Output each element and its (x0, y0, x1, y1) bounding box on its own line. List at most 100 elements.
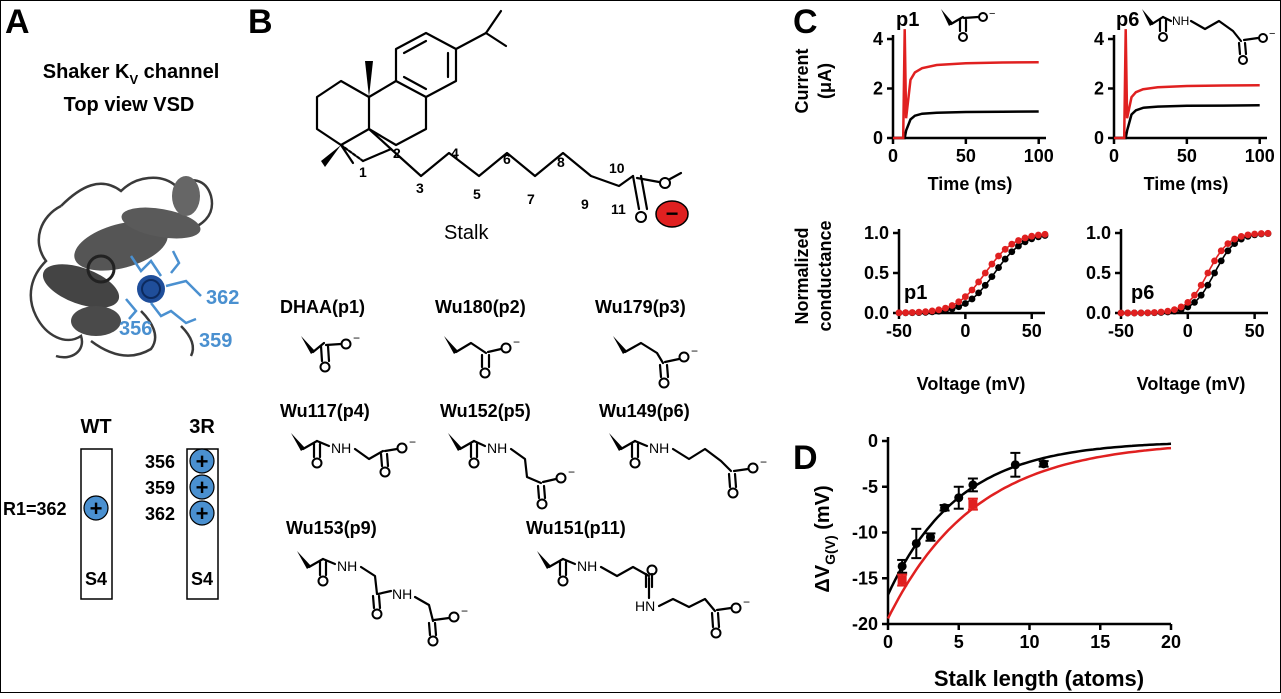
gv-point-p6-series-1 (1137, 309, 1145, 317)
gv-point-p6-series-1 (1151, 309, 1158, 316)
gv-point-p6-series-0 (1204, 281, 1212, 289)
delta-v-point-series-0 (940, 503, 950, 513)
gv-point-p6-series-1 (1157, 308, 1165, 316)
p9-charge: − (461, 604, 468, 618)
conductance-p6-label: p6 (1131, 282, 1154, 304)
current-p6-y-tick-label: 2 (1094, 79, 1104, 99)
atom-number-1: 1 (359, 164, 367, 180)
atom-number-9: 9 (581, 196, 589, 212)
p9-nh-label-2: NH (392, 586, 412, 602)
gv-point-p1-series-1 (1041, 230, 1049, 238)
gv-point-p6-series-1 (1177, 303, 1185, 311)
gv-p1-y-tick-label: 1.0 (864, 223, 889, 243)
p11-charge: − (743, 595, 750, 609)
gv-p6-x-tick-label: 0 (1183, 321, 1193, 341)
gv-point-p1-series-0 (1015, 242, 1022, 250)
delta-v-point-series-1 (897, 575, 907, 585)
gv-point-p1-series-1 (902, 309, 910, 317)
gv-point-p1-series-0 (981, 281, 989, 289)
current-p1-x-tick-label: 0 (888, 146, 898, 166)
gv-p6-y-tick-label: 0.5 (1086, 263, 1111, 283)
residue-359-label: 359 (199, 330, 232, 352)
current-p1-x-tick-label: 50 (956, 146, 976, 166)
current-ylabel-line1: Current (792, 48, 812, 113)
p5-nh-label: NH (487, 440, 507, 456)
gv-point-p1-series-0 (975, 289, 983, 297)
atom-number-10: 10 (609, 160, 625, 176)
delta-v-x-tick-label: 10 (1019, 632, 1039, 652)
current-trace-p6-chart: 0 50 100 0 2 4 (1094, 29, 1275, 166)
delta-v-x-tick-label: 15 (1090, 632, 1110, 652)
gv-point-p1-series-1 (975, 278, 983, 286)
p6-charge: − (760, 455, 767, 469)
gv-point-p6-series-1 (1251, 230, 1259, 238)
time-xlabel-left: Time (ms) (928, 174, 1013, 194)
negative-charge-sign: − (666, 201, 679, 226)
gv-point-p6-series-1 (1244, 231, 1252, 239)
delta-v-point-series-0 (897, 561, 907, 571)
gv-point-p1-series-1 (928, 307, 936, 315)
p2-charge: − (513, 335, 520, 349)
p4-charge: − (409, 435, 416, 449)
current-p1-label: p1 (896, 9, 919, 31)
gv-point-p6-series-1 (1144, 309, 1152, 317)
gv-point-p1-series-1 (1001, 245, 1009, 253)
p11-hn-label: HN (635, 598, 655, 614)
gv-point-p6-series-1 (1224, 240, 1232, 248)
panel-d-letter: D (793, 439, 818, 477)
wt-s4-label: S4 (85, 569, 107, 589)
delta-v-y-tick-label: -20 (852, 614, 878, 634)
gv-p1-x-tick-label: -50 (886, 321, 912, 341)
delta-v-point-series-0 (1039, 459, 1049, 469)
3r-residue-359: 359 (145, 478, 175, 498)
p9-nh-label-1: NH (337, 558, 357, 574)
panel-a-title-line2: Top view VSD (64, 94, 195, 116)
wt-s4-helix (80, 448, 113, 600)
gv-point-p1-series-1 (955, 298, 963, 306)
gv-point-p6-series-1 (1117, 309, 1125, 317)
delta-v-y-tick-label: 0 (868, 431, 878, 451)
delta-v-fit-series-1 (886, 446, 1172, 620)
compound-p4-name: Wu117(p4) (280, 401, 370, 421)
gv-p6-y-tick-label: 1.0 (1086, 223, 1111, 243)
residue-356-label: 356 (119, 318, 152, 340)
p4-nh-label: NH (331, 440, 351, 456)
gv-point-p6-series-0 (1191, 298, 1198, 306)
residue-362-label: 362 (206, 287, 239, 309)
current-p1-y-tick-label: 0 (873, 128, 883, 148)
compound-p3-name: Wu179(p3) (595, 297, 686, 317)
gv-point-p1-series-1 (942, 304, 949, 312)
panel-c-letter: C (793, 3, 818, 41)
p11-nh-label: NH (577, 558, 597, 574)
atom-number-8: 8 (557, 154, 565, 170)
atom-number-5: 5 (473, 186, 481, 202)
time-xlabel-right: Time (ms) (1144, 174, 1229, 194)
current-p6-label: p6 (1116, 9, 1139, 31)
delta-v-y-tick-label: -5 (862, 477, 878, 497)
delta-v-ylabel: ΔVG(V) (mV) (812, 485, 838, 592)
atom-number-3: 3 (416, 180, 424, 196)
gv-p6-x-tick-label: -50 (1108, 321, 1134, 341)
header-structures (941, 9, 1268, 65)
compound-p9-name: Wu153(p9) (286, 518, 377, 538)
gv-point-p6-series-1 (1197, 281, 1205, 289)
gv-point-p6-series-1 (1171, 306, 1178, 314)
gv-point-p1-series-1 (1028, 232, 1036, 240)
compound-p11-name: Wu151(p11) (526, 518, 626, 538)
p1-charge: − (353, 331, 360, 345)
gv-point-p1-series-1 (915, 308, 923, 316)
gv-point-p6-series-1 (1124, 309, 1132, 317)
current-p6-y-tick-label: 0 (1094, 128, 1104, 148)
stalk-label: Stalk (444, 222, 489, 244)
current-p1-y-tick-label: 4 (873, 29, 883, 49)
gv-point-p1-series-1 (995, 252, 1002, 260)
gv-point-p1-series-0 (1008, 248, 1016, 256)
gv-point-p1-series-0 (1001, 255, 1009, 263)
gv-point-p6-series-1 (1264, 229, 1272, 237)
3r-charge-circle-362 (189, 500, 215, 526)
delta-v-x-tick-label: 5 (954, 632, 964, 652)
compound-p5-name: Wu152(p5) (440, 401, 531, 421)
gv-point-p1-series-1 (935, 306, 943, 314)
current-p6-x-tick-label: 100 (1245, 146, 1275, 166)
3r-label: 3R (189, 416, 215, 438)
